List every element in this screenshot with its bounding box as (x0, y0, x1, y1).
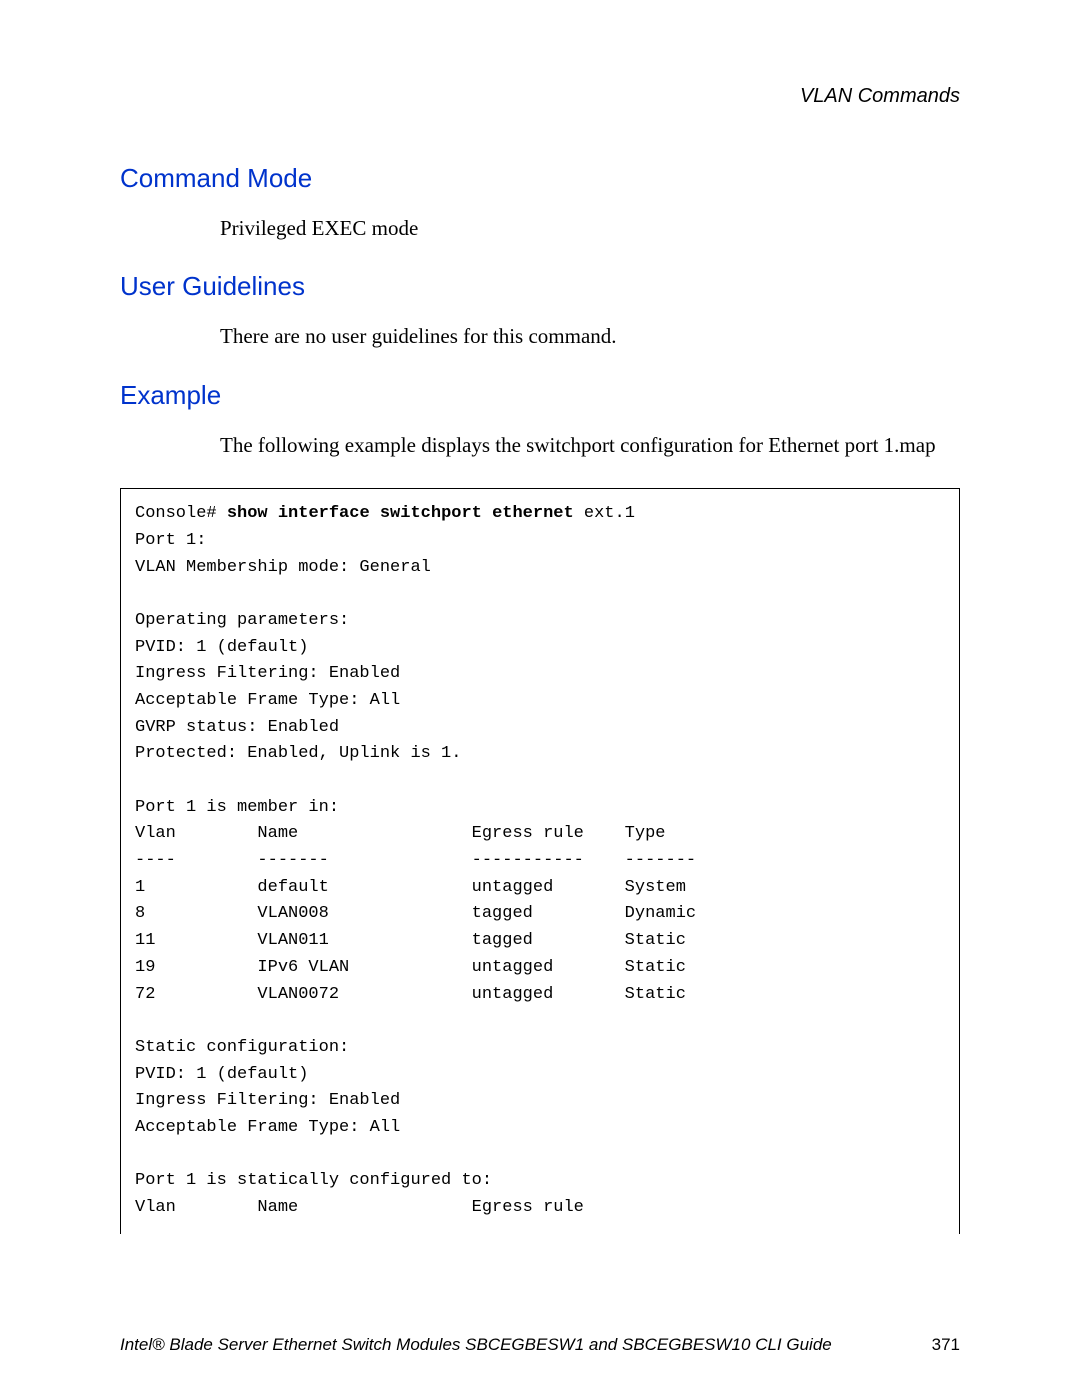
heading-user-guidelines: User Guidelines (120, 271, 960, 302)
code-line: Port 1 is member in: (135, 798, 339, 817)
code-line: Protected: Enabled, Uplink is 1. (135, 744, 461, 763)
footer-doc-title: Intel® Blade Server Ethernet Switch Modu… (120, 1335, 832, 1355)
code-line: Static configuration: (135, 1038, 349, 1057)
heading-command-mode: Command Mode (120, 163, 960, 194)
code-line: ---- ------- ----------- ------- (135, 851, 696, 870)
code-line: 8 VLAN008 tagged Dynamic (135, 904, 696, 923)
code-line: Ingress Filtering: Enabled (135, 1091, 400, 1110)
code-prompt: Console# (135, 504, 227, 523)
page-content: VLAN Commands Command Mode Privileged EX… (0, 0, 1080, 1234)
text-user-guidelines: There are no user guidelines for this co… (220, 322, 960, 351)
code-example-box: Console# show interface switchport ether… (120, 488, 960, 1234)
code-command-bold: show interface switchport ethernet (227, 504, 584, 523)
code-line: 11 VLAN011 tagged Static (135, 931, 686, 950)
code-line: Acceptable Frame Type: All (135, 691, 400, 710)
heading-example: Example (120, 380, 960, 411)
code-line: Ingress Filtering: Enabled (135, 664, 400, 683)
code-line: GVRP status: Enabled (135, 718, 339, 737)
code-line: Vlan Name Egress rule (135, 1198, 584, 1217)
code-line: Operating parameters: (135, 611, 349, 630)
code-line: PVID: 1 (default) (135, 638, 308, 657)
code-line: Vlan Name Egress rule Type (135, 824, 666, 843)
text-example: The following example displays the switc… (220, 431, 960, 460)
code-line: 72 VLAN0072 untagged Static (135, 985, 686, 1004)
page-footer: Intel® Blade Server Ethernet Switch Modu… (120, 1335, 960, 1355)
code-command-arg: ext.1 (584, 504, 635, 523)
code-line: PVID: 1 (default) (135, 1065, 308, 1084)
code-line: Port 1 is statically configured to: (135, 1171, 492, 1190)
header-section-title: VLAN Commands (120, 85, 960, 108)
code-line: VLAN Membership mode: General (135, 558, 431, 577)
code-line: Acceptable Frame Type: All (135, 1118, 400, 1137)
code-line: 19 IPv6 VLAN untagged Static (135, 958, 686, 977)
footer-page-number: 371 (932, 1335, 960, 1355)
code-line: 1 default untagged System (135, 878, 686, 897)
text-command-mode: Privileged EXEC mode (220, 214, 960, 243)
code-line: Port 1: (135, 531, 206, 550)
